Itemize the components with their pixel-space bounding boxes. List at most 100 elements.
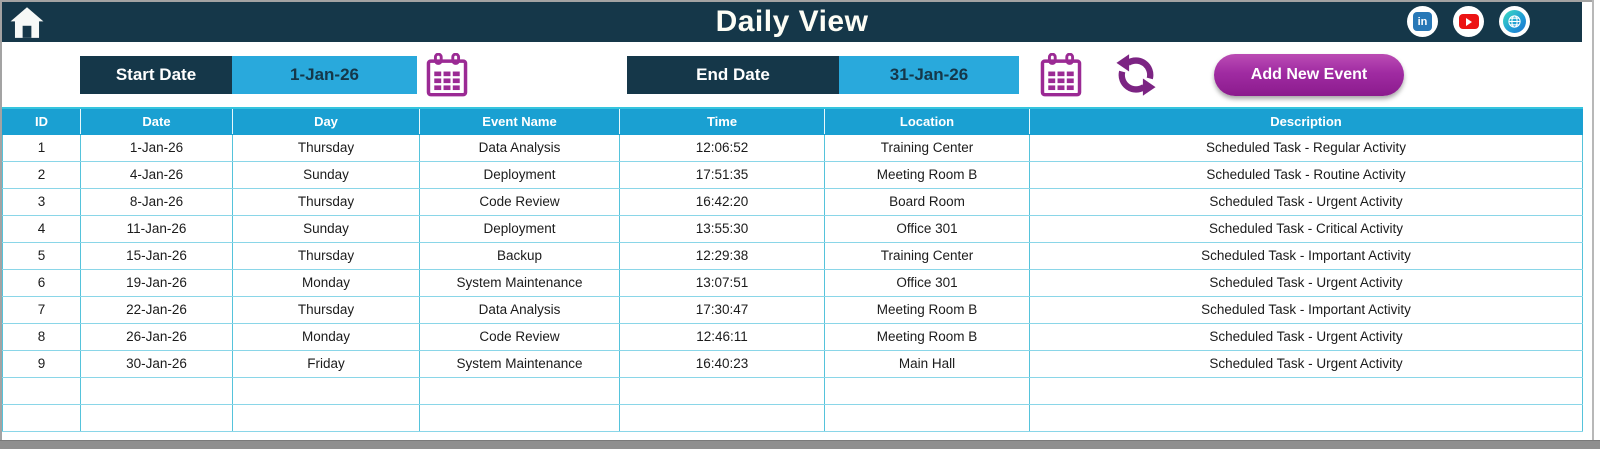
table-cell[interactable]: Backup — [419, 241, 620, 270]
table-cell[interactable]: Scheduled Task - Important Activity — [1029, 295, 1583, 324]
table-cell[interactable]: Deployment — [419, 160, 620, 189]
table-cell[interactable] — [80, 376, 233, 405]
table-cell[interactable]: 30-Jan-26 — [80, 349, 233, 378]
table-cell[interactable]: Data Analysis — [419, 295, 620, 324]
add-new-event-button[interactable]: Add New Event — [1214, 54, 1404, 96]
table-cell[interactable]: Monday — [232, 268, 420, 297]
table-cell[interactable]: 17:30:47 — [619, 295, 825, 324]
table-cell[interactable]: Sunday — [232, 160, 420, 189]
table-cell[interactable]: 9 — [2, 349, 81, 378]
table-cell[interactable]: Meeting Room B — [824, 322, 1030, 351]
table-cell[interactable] — [2, 403, 81, 432]
table-row: 7 22-Jan-26 Thursday Data Analysis 17:30:47 M… — [2, 295, 1583, 324]
column-header: Event Name — [419, 107, 620, 135]
home-button[interactable] — [9, 5, 45, 40]
website-globe-icon[interactable] — [1499, 6, 1530, 37]
header-row: ID Date Day Event Name Time Location Descripti… — [2, 107, 1583, 135]
end-date-calendar-icon[interactable] — [1040, 52, 1082, 97]
table-cell[interactable]: Scheduled Task - Important Activity — [1029, 241, 1583, 270]
table-cell[interactable]: Office 301 — [824, 214, 1030, 243]
table-cell[interactable]: Meeting Room B — [824, 295, 1030, 324]
table-cell[interactable]: Thursday — [232, 187, 420, 216]
table-cell[interactable] — [80, 403, 233, 432]
table-cell[interactable]: Thursday — [232, 241, 420, 270]
table-cell[interactable]: Deployment — [419, 214, 620, 243]
table-row — [2, 403, 1583, 432]
table-cell[interactable]: System Maintenance — [419, 349, 620, 378]
table-cell[interactable]: 19-Jan-26 — [80, 268, 233, 297]
table-cell[interactable] — [619, 403, 825, 432]
table-cell[interactable]: Sunday — [232, 214, 420, 243]
table-cell[interactable]: 22-Jan-26 — [80, 295, 233, 324]
refresh-icon[interactable] — [1112, 52, 1160, 98]
table-cell[interactable] — [419, 403, 620, 432]
table-cell[interactable]: Scheduled Task - Urgent Activity — [1029, 349, 1583, 378]
table-cell[interactable]: 12:46:11 — [619, 322, 825, 351]
table-cell[interactable]: Office 301 — [824, 268, 1030, 297]
table-row: 1 1-Jan-26 Thursday Data Analysis 12:06:52 Tr… — [2, 133, 1583, 162]
page-title: Daily View — [715, 5, 869, 38]
table-cell[interactable]: Training Center — [824, 133, 1030, 162]
table-cell[interactable]: Meeting Room B — [824, 160, 1030, 189]
table-cell[interactable]: 11-Jan-26 — [80, 214, 233, 243]
table-cell[interactable]: Thursday — [232, 133, 420, 162]
table-row: 6 19-Jan-26 Monday System Maintenance 13:07:… — [2, 268, 1583, 297]
table-cell[interactable]: 8 — [2, 322, 81, 351]
table-cell[interactable]: 3 — [2, 187, 81, 216]
table-cell[interactable]: 7 — [2, 295, 81, 324]
table-row: 5 15-Jan-26 Thursday Backup 12:29:38 Training… — [2, 241, 1583, 270]
table-cell[interactable]: 12:29:38 — [619, 241, 825, 270]
table-cell[interactable]: 4-Jan-26 — [80, 160, 233, 189]
table-cell[interactable]: 1 — [2, 133, 81, 162]
table-cell[interactable] — [824, 376, 1030, 405]
table-cell[interactable]: Scheduled Task - Critical Activity — [1029, 214, 1583, 243]
youtube-icon[interactable] — [1453, 6, 1484, 37]
table-cell[interactable]: Monday — [232, 322, 420, 351]
table-cell[interactable]: Main Hall — [824, 349, 1030, 378]
table-cell[interactable]: Scheduled Task - Urgent Activity — [1029, 322, 1583, 351]
table-cell[interactable]: 17:51:35 — [619, 160, 825, 189]
table-cell[interactable]: System Maintenance — [419, 268, 620, 297]
table-cell[interactable]: Data Analysis — [419, 133, 620, 162]
table-cell[interactable]: 26-Jan-26 — [80, 322, 233, 351]
table-cell[interactable]: 8-Jan-26 — [80, 187, 233, 216]
table-cell[interactable]: 16:40:23 — [619, 349, 825, 378]
table-cell[interactable]: Code Review — [419, 187, 620, 216]
app-header: Daily View in — [2, 2, 1582, 42]
table-cell[interactable]: Thursday — [232, 295, 420, 324]
table-cell[interactable]: 1-Jan-26 — [80, 133, 233, 162]
table-row: 3 8-Jan-26 Thursday Code Review 16:42:20 Boar… — [2, 187, 1583, 216]
globe-glyph — [1503, 10, 1526, 33]
end-date-value[interactable]: 31-Jan-26 — [839, 56, 1019, 94]
table-cell[interactable] — [419, 376, 620, 405]
table-cell[interactable] — [2, 376, 81, 405]
table-cell[interactable] — [824, 403, 1030, 432]
table-cell[interactable]: Board Room — [824, 187, 1030, 216]
start-date-value[interactable]: 1-Jan-26 — [232, 56, 417, 94]
table-cell[interactable] — [232, 403, 420, 432]
start-date-calendar-icon[interactable] — [426, 52, 468, 97]
table-cell[interactable]: 6 — [2, 268, 81, 297]
table-cell[interactable] — [619, 376, 825, 405]
table-cell[interactable]: 13:07:51 — [619, 268, 825, 297]
table-cell[interactable]: 2 — [2, 160, 81, 189]
linkedin-glyph: in — [1413, 12, 1432, 31]
table-cell[interactable]: Scheduled Task - Routine Activity — [1029, 160, 1583, 189]
table-cell[interactable]: Scheduled Task - Urgent Activity — [1029, 268, 1583, 297]
table-cell[interactable]: 15-Jan-26 — [80, 241, 233, 270]
table-cell[interactable]: Scheduled Task - Urgent Activity — [1029, 187, 1583, 216]
table-cell[interactable]: 4 — [2, 214, 81, 243]
table-cell[interactable]: 13:55:30 — [619, 214, 825, 243]
table-cell[interactable]: Friday — [232, 349, 420, 378]
table-cell[interactable]: Training Center — [824, 241, 1030, 270]
table-cell[interactable] — [1029, 376, 1583, 405]
table-cell[interactable]: Code Review — [419, 322, 620, 351]
table-cell[interactable] — [1029, 403, 1583, 432]
table-cell[interactable]: 12:06:52 — [619, 133, 825, 162]
table-cell[interactable]: Scheduled Task - Regular Activity — [1029, 133, 1583, 162]
linkedin-icon[interactable]: in — [1407, 6, 1438, 37]
table-cell[interactable]: 5 — [2, 241, 81, 270]
table-cell[interactable]: 16:42:20 — [619, 187, 825, 216]
table-cell[interactable] — [232, 376, 420, 405]
window-border-right — [1592, 0, 1594, 440]
